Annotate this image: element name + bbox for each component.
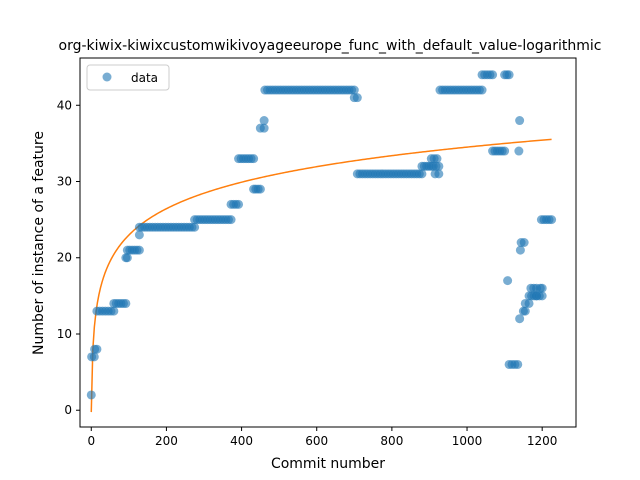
data-point	[86, 390, 96, 400]
x-tick-label: 800	[380, 434, 403, 448]
x-tick-label: 1200	[527, 434, 558, 448]
data-point	[513, 359, 523, 369]
data-point	[259, 123, 269, 133]
data-point	[255, 184, 265, 194]
data-point	[92, 344, 102, 354]
axes-frame	[79, 57, 577, 428]
data-point	[515, 116, 525, 126]
data-point	[226, 215, 236, 225]
plot-area	[80, 58, 576, 427]
y-tick-label: 20	[57, 251, 72, 265]
data-point	[488, 70, 498, 80]
x-axis-label: Commit number	[271, 456, 385, 472]
data-point	[514, 146, 524, 156]
fit-line	[90, 138, 552, 413]
data-point	[417, 169, 427, 179]
data-point	[503, 276, 513, 286]
y-axis-label: Number of instance of a feature	[31, 131, 47, 355]
x-tick-label: 400	[230, 434, 253, 448]
data-point	[349, 85, 359, 95]
data-point	[432, 154, 442, 164]
data-point	[537, 283, 547, 293]
legend: data	[86, 64, 170, 91]
data-point	[89, 352, 99, 362]
x-tick-label: 1000	[452, 434, 483, 448]
data-point	[519, 238, 529, 247]
data-point	[249, 154, 259, 164]
data-point	[434, 169, 444, 179]
data-point	[524, 298, 534, 308]
data-point	[109, 306, 119, 316]
fit-line-layer	[90, 138, 552, 413]
data-point	[121, 298, 131, 308]
legend-marker-data	[102, 72, 112, 82]
x-tick-label: 0	[87, 434, 95, 448]
data-point	[234, 199, 244, 209]
data-point	[434, 161, 444, 171]
data-point	[122, 253, 132, 263]
axes-border	[79, 57, 577, 428]
data-point	[477, 85, 487, 95]
data-point	[547, 215, 557, 225]
data-point	[504, 70, 514, 80]
y-tick-label: 10	[57, 327, 72, 341]
data-point	[515, 314, 525, 324]
chart-title: org-kiwix-kiwixcustomwikivoyageeurope_fu…	[59, 38, 602, 54]
data-point	[190, 222, 200, 232]
y-tick-label: 40	[57, 98, 72, 112]
y-axis-ticks: 0 10 20 30 40	[57, 98, 80, 417]
data-point	[500, 146, 510, 156]
data-points-layer	[86, 70, 557, 400]
data-point	[134, 230, 144, 240]
data-point	[134, 245, 144, 255]
data-point	[515, 245, 525, 255]
legend-label-data: data	[131, 71, 158, 85]
x-tick-label: 200	[155, 434, 178, 448]
data-point	[259, 116, 269, 126]
x-tick-label: 600	[305, 434, 328, 448]
x-axis-ticks: 0 200 400 600 800 1000 1200	[87, 427, 557, 448]
legend-box	[86, 64, 170, 91]
data-point	[537, 291, 547, 301]
data-point	[352, 93, 362, 103]
y-tick-label: 0	[64, 403, 72, 417]
data-point	[520, 306, 530, 316]
y-tick-label: 30	[57, 175, 72, 189]
